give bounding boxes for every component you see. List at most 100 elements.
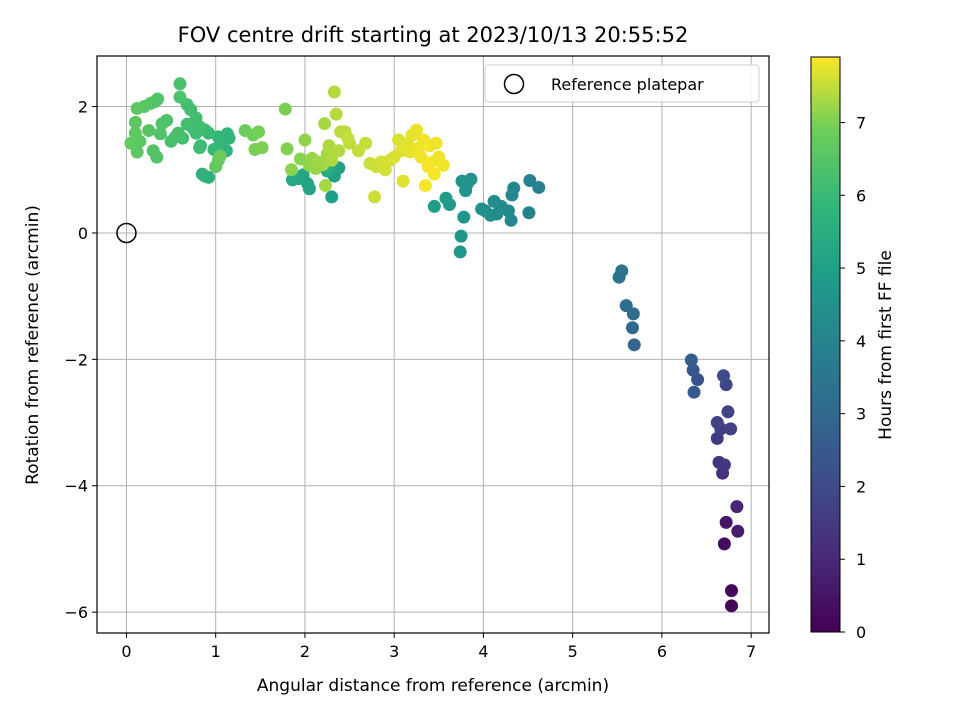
data-point	[457, 210, 471, 224]
colorbar-tick-label: 2	[856, 477, 866, 496]
data-point	[436, 158, 450, 172]
data-points	[124, 77, 745, 613]
data-point	[173, 77, 187, 91]
data-point	[523, 174, 537, 188]
legend-marker	[503, 73, 525, 95]
data-point	[153, 127, 167, 141]
x-tick-label: 5	[568, 642, 578, 661]
data-point	[396, 174, 410, 188]
y-axis-label: Rotation from reference (arcmin)	[23, 205, 43, 485]
colorbar-tick-label: 0	[856, 623, 866, 642]
legend: Reference platepar	[484, 64, 760, 103]
colorbar-tick-label: 5	[856, 259, 866, 278]
data-point	[427, 167, 441, 181]
data-point	[193, 141, 207, 155]
data-point	[627, 338, 641, 352]
data-point	[325, 190, 339, 204]
data-point	[130, 101, 144, 115]
data-point	[327, 85, 341, 99]
data-point	[414, 150, 428, 164]
legend-entry-reference: Reference platepar	[551, 75, 704, 94]
data-point	[211, 130, 225, 144]
data-point	[128, 126, 142, 140]
x-tick-label: 0	[121, 642, 131, 661]
data-point	[255, 141, 269, 155]
colorbar-tick-label: 7	[856, 114, 866, 133]
data-point	[717, 458, 731, 472]
data-point	[278, 102, 292, 116]
data-point	[615, 264, 629, 278]
x-tick-label: 6	[657, 642, 667, 661]
y-tick-label: −4	[64, 477, 88, 496]
data-point	[710, 416, 724, 430]
data-point	[719, 515, 733, 529]
data-point	[285, 173, 299, 187]
colorbar-tick-label: 6	[856, 186, 866, 205]
data-point	[322, 139, 336, 153]
data-point	[329, 107, 343, 121]
x-axis-label: Angular distance from reference (arcmin)	[257, 676, 609, 696]
colorbar: 0 1 2 3 4 5 6 7 Hours from first FF file	[810, 56, 896, 642]
data-point	[730, 500, 744, 514]
data-point	[318, 179, 332, 193]
data-point	[124, 136, 138, 150]
y-tick-label: −2	[64, 350, 88, 369]
data-point	[522, 206, 536, 220]
data-point	[341, 131, 355, 145]
reference-marker	[116, 222, 137, 244]
data-point	[717, 537, 731, 551]
y-axis-ticks: −6 −4 −2 0 2	[64, 98, 97, 622]
data-point	[193, 120, 207, 134]
colorbar-tick-label: 1	[856, 550, 866, 569]
colorbar-ticks: 0 1 2 3 4 5 6 7	[840, 114, 866, 642]
data-point	[325, 153, 339, 167]
x-tick-label: 3	[389, 642, 399, 661]
y-tick-label: −6	[64, 603, 88, 622]
data-point	[280, 142, 294, 156]
data-point	[128, 115, 142, 129]
x-tick-label: 7	[746, 642, 756, 661]
data-point	[453, 245, 467, 259]
data-point	[532, 180, 546, 194]
data-point	[285, 163, 299, 177]
data-point	[454, 229, 468, 243]
data-point	[505, 188, 519, 202]
data-point	[155, 117, 169, 131]
data-point	[439, 191, 453, 205]
colorbar-gradient	[810, 56, 841, 633]
y-tick-label: 2	[78, 98, 88, 117]
data-point	[409, 123, 423, 137]
data-point	[686, 363, 700, 377]
x-axis-ticks: 0 1 2 3 4 5 6 7	[121, 633, 756, 661]
data-point	[252, 125, 266, 139]
data-point	[146, 144, 160, 158]
data-point	[731, 524, 745, 538]
data-point	[716, 369, 730, 383]
data-point	[213, 149, 227, 163]
plot-frame	[96, 55, 770, 634]
data-point	[318, 117, 332, 131]
x-tick-label: 4	[478, 642, 488, 661]
data-point	[684, 353, 698, 367]
data-point	[455, 174, 469, 188]
data-point	[619, 299, 633, 313]
data-point	[332, 144, 346, 158]
data-point	[475, 202, 489, 216]
colorbar-tick-label: 3	[856, 405, 866, 424]
data-point	[359, 136, 373, 150]
data-point	[687, 385, 701, 399]
data-point	[164, 134, 178, 148]
x-tick-label: 1	[211, 642, 221, 661]
data-point	[368, 190, 382, 204]
chart-title: FOV centre drift starting at 2023/10/13 …	[178, 23, 689, 47]
data-point	[148, 95, 162, 109]
y-tick-label: 0	[78, 224, 88, 243]
data-point	[725, 599, 739, 613]
colorbar-tick-label: 4	[856, 332, 866, 351]
data-point	[298, 133, 312, 147]
colorbar-label: Hours from first FF file	[876, 250, 896, 440]
grid	[97, 56, 769, 633]
data-point	[724, 422, 738, 436]
data-point	[721, 405, 735, 419]
